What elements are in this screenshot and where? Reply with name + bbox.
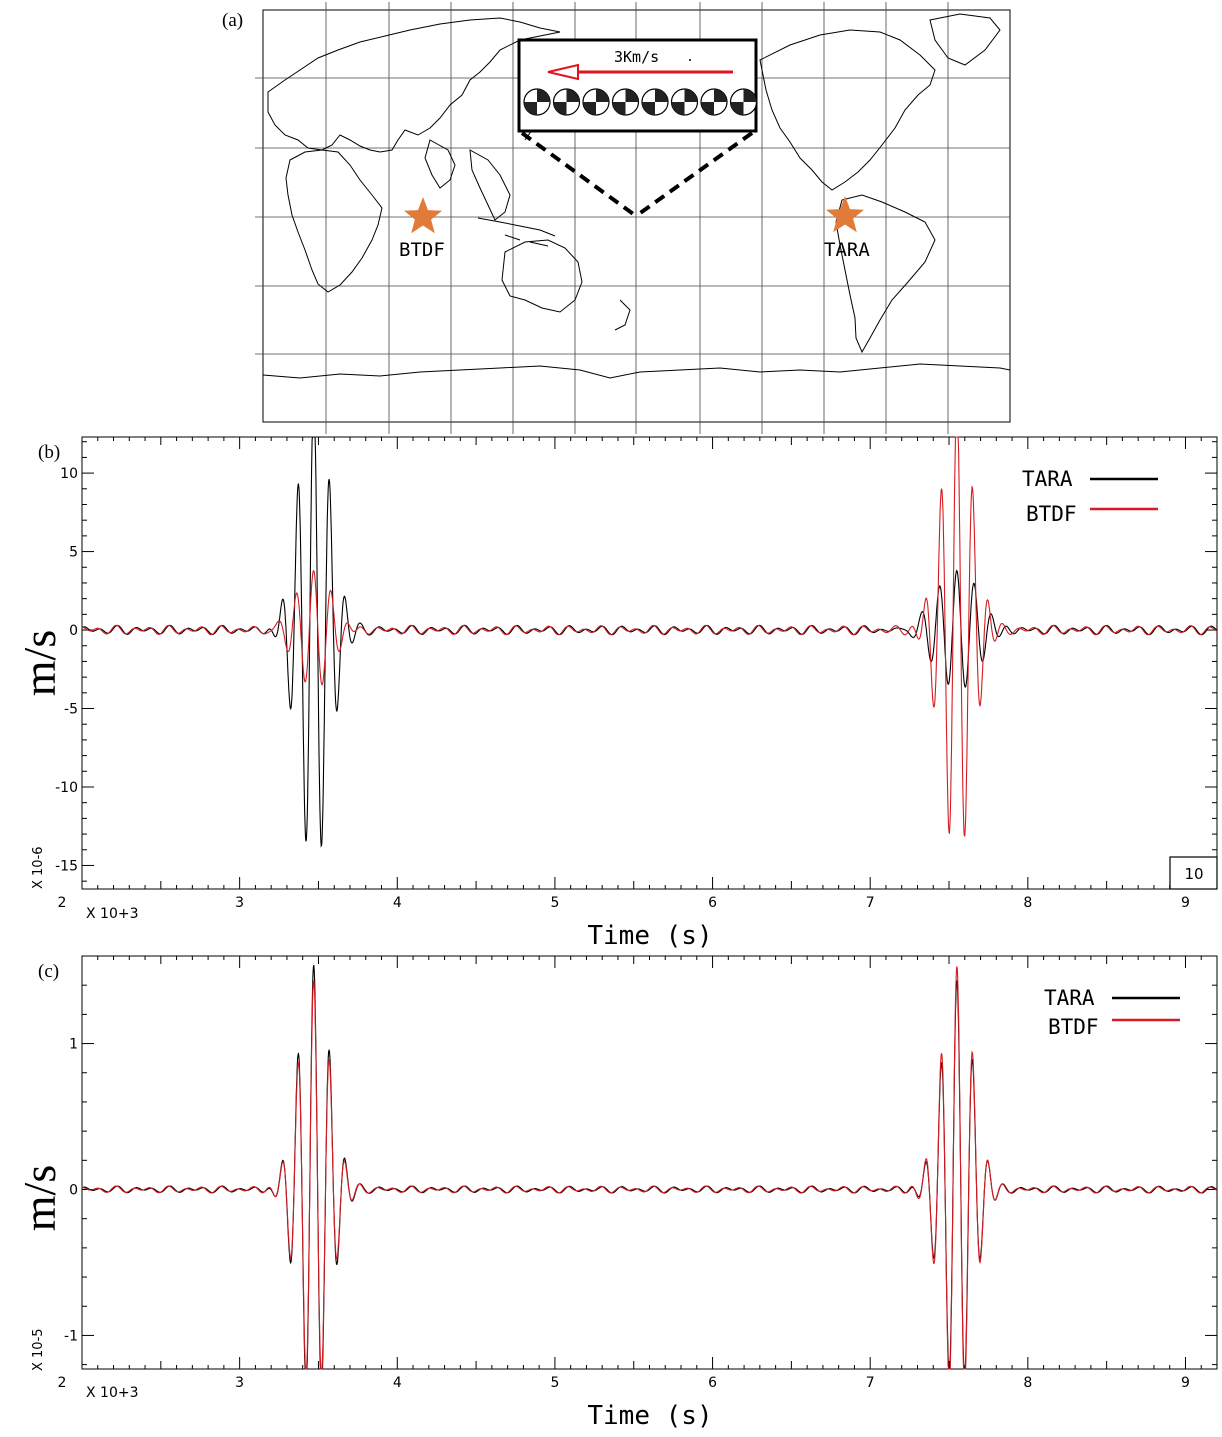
corner-box-label: 10 [1184, 865, 1203, 883]
y-multiplier: X 10-5 [31, 1328, 46, 1371]
x-tick-label: 9 [1181, 1375, 1190, 1391]
waveform-panel-c: (c) -1 0 1 2 3 4 5 6 7 8 9 m/s Time (s) X 10+3 X … [14, 955, 1218, 1431]
x-axis-label: Time (s) [587, 921, 712, 951]
x-tick-labels: 2 3 4 5 6 7 8 9 [58, 895, 1190, 911]
focal-mechanism-icon [700, 88, 728, 116]
legend: TARA BTDF [1022, 467, 1158, 526]
legend-label-tara: TARA [1044, 986, 1095, 1010]
x-tick-label: 2 [58, 1375, 67, 1391]
x-tick-label: 3 [235, 895, 244, 911]
south-asia-outline [424, 139, 511, 221]
map-panel-label: (a) [222, 10, 243, 31]
x-tick-label: 8 [1023, 895, 1032, 911]
x-tick-label: 8 [1023, 1375, 1032, 1391]
y-tick-labels: -1 0 1 [64, 1037, 78, 1345]
focal-mechanism-icon [523, 88, 551, 116]
waveform-panel-b: (b) -15 -10 -5 0 5 10 2 3 4 5 6 7 8 9 m/s Time (s) X… [14, 436, 1218, 951]
inset-velocity-label: 3Km/s [614, 48, 659, 66]
y-tick-label: 0 [69, 623, 78, 639]
arrow-head [547, 63, 579, 81]
x-multiplier: X 10+3 [86, 1385, 139, 1401]
y-tick-label: -10 [55, 780, 78, 796]
focal-mechanism-icon [670, 88, 699, 116]
corner-box-frame [1169, 856, 1218, 890]
new-zealand-outline [614, 299, 631, 331]
y-tick-label: -15 [55, 858, 78, 874]
legend-label-tara: TARA [1022, 467, 1073, 491]
x-axis-label: Time (s) [587, 1401, 712, 1431]
y-tick-label: 5 [69, 545, 78, 561]
station-label-btdf: BTDF [399, 239, 445, 261]
x-tick-labels: 2 3 4 5 6 7 8 9 [58, 1375, 1190, 1391]
y-tick-label: -1 [64, 1328, 78, 1344]
australia-outline [501, 239, 583, 313]
map-panel: (a) [222, 2, 1011, 434]
panel-label: (c) [38, 961, 59, 982]
y-axis-label: m/s [14, 630, 65, 696]
inset-pointer-left [520, 131, 638, 218]
velocity-arrow [547, 63, 733, 81]
station-tara: TARA [824, 196, 870, 261]
x-tick-label: 7 [866, 895, 875, 911]
y-tick-label: -5 [64, 702, 78, 718]
africa-outline [285, 149, 383, 293]
legend-label-btdf: BTDF [1026, 502, 1077, 526]
y-axis-label: m/s [14, 1165, 65, 1231]
focal-mechanism-icon [552, 88, 581, 116]
south-america-outline [835, 194, 936, 354]
station-star-icon [404, 197, 442, 234]
inset-box [517, 38, 758, 133]
station-btdf: BTDF [399, 197, 445, 261]
y-tick-label: 1 [69, 1037, 78, 1053]
x-tick-label: 5 [550, 1375, 559, 1391]
plot-frame [81, 955, 1218, 1370]
panel-label: (b) [38, 442, 60, 463]
focal-mechanism-icon [729, 88, 758, 116]
x-tick-label: 6 [708, 1375, 717, 1391]
series-line-tara [81, 964, 1218, 1370]
y-tick-labels: -15 -10 -5 0 5 10 [55, 466, 78, 874]
inset-dot [689, 59, 691, 61]
y-tick-label: 0 [69, 1182, 78, 1198]
x-tick-label: 6 [708, 895, 717, 911]
focal-mechanisms [523, 88, 758, 116]
x-tick-label: 9 [1181, 895, 1190, 911]
traces [81, 436, 1218, 848]
x-tick-label: 3 [235, 1375, 244, 1391]
x-tick-label: 4 [393, 895, 402, 911]
corner-box: 10 [1169, 856, 1218, 890]
traces [81, 964, 1218, 1370]
x-multiplier: X 10+3 [86, 906, 139, 922]
map-frame [262, 9, 1011, 423]
series-line-btdf [82, 966, 1218, 1370]
map-coastlines [262, 13, 1011, 379]
source-array-inset: 3Km/s [517, 38, 758, 218]
station-star-icon [826, 196, 864, 233]
focal-mechanism-icon [611, 88, 640, 116]
x-tick-label: 2 [58, 895, 67, 911]
y-tick-label: 10 [60, 466, 78, 482]
series-line-btdf [81, 436, 1218, 837]
x-tick-label: 7 [866, 1375, 875, 1391]
north-america-outline [759, 29, 936, 191]
x-tick-label: 4 [393, 1375, 402, 1391]
eurasia-outline [267, 17, 561, 153]
axis-ticks [81, 437, 1218, 889]
legend: TARA BTDF [1044, 986, 1180, 1039]
station-label-tara: TARA [824, 239, 870, 261]
indonesia-outline [477, 217, 556, 247]
series-line-tara [81, 436, 1218, 848]
antarctica-outline [262, 363, 1011, 379]
y-multiplier: X 10-6 [31, 846, 46, 889]
focal-mechanism-icon [641, 88, 669, 116]
focal-mechanism-icon [582, 88, 610, 116]
legend-label-btdf: BTDF [1048, 1015, 1099, 1039]
axis-ticks [81, 955, 1218, 1369]
greenland-outline [929, 13, 1001, 66]
inset-pointer-right [634, 131, 754, 218]
x-tick-label: 5 [550, 895, 559, 911]
